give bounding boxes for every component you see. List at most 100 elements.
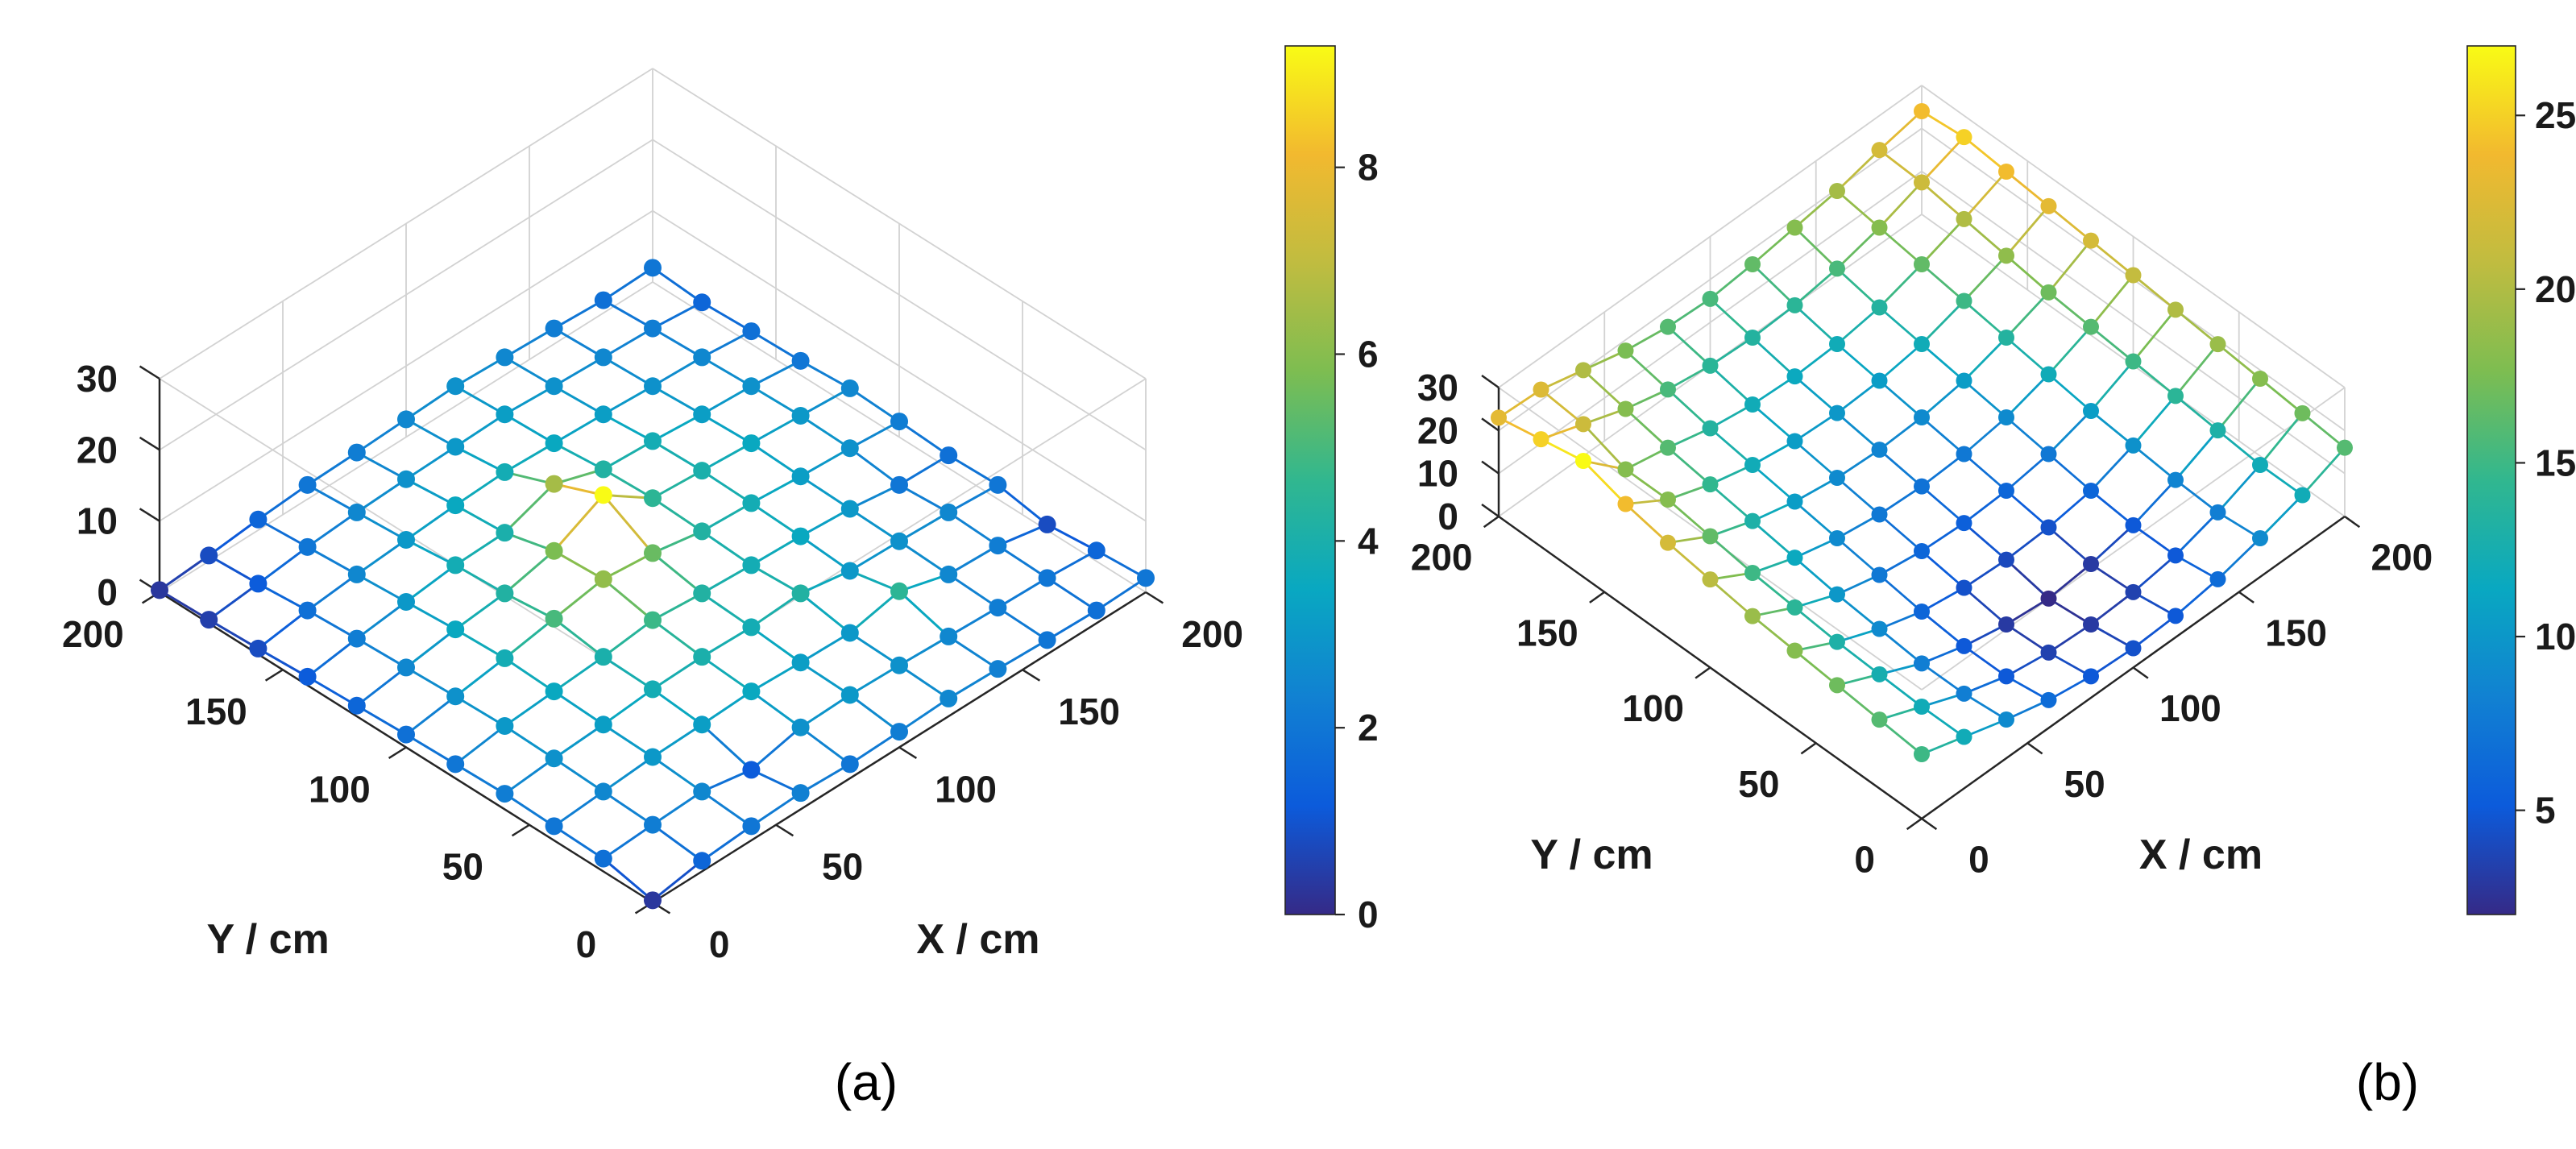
tick-label: 50 [1738, 763, 1779, 805]
data-point [2040, 446, 2057, 463]
mesh-edge [1540, 388, 1585, 425]
data-point [644, 748, 662, 766]
mesh-edge [1836, 226, 1881, 270]
mesh-edge [1920, 610, 1965, 648]
data-point [151, 581, 168, 599]
mesh-edge [454, 355, 506, 388]
mesh-edge [404, 563, 457, 604]
data-point [594, 648, 612, 666]
mesh-edge [1794, 375, 1839, 415]
mesh-edge [158, 588, 210, 621]
mesh-edge [848, 540, 901, 572]
data-point [890, 475, 908, 494]
mesh-edge [1709, 336, 1754, 367]
mesh-edge [1582, 368, 1627, 410]
mesh-edge [651, 301, 703, 330]
mesh-edge [1963, 380, 2008, 419]
data-point [989, 660, 1007, 678]
mesh-edge [651, 823, 703, 862]
mesh-edge [553, 550, 605, 581]
data-point [940, 565, 958, 583]
mesh-edge [454, 563, 506, 595]
axis-line [775, 823, 794, 837]
mesh-edge [898, 697, 950, 733]
colorbar: 5 10 15 20 25 [2466, 45, 2576, 915]
mesh-edge [2174, 578, 2219, 617]
mesh-edge [454, 504, 506, 534]
mesh-edge [947, 667, 999, 700]
mesh-edge [848, 694, 901, 733]
mesh-edge [602, 619, 654, 658]
mesh-edge [2005, 291, 2050, 339]
mesh-edge [2047, 597, 2093, 626]
mesh-edge [799, 475, 852, 510]
mesh-edge [1963, 645, 2008, 678]
data-point [1829, 677, 1845, 694]
mesh-edge [1709, 364, 1754, 406]
data-point [890, 582, 908, 600]
data-point [644, 815, 662, 834]
data-point [940, 446, 958, 465]
mesh-edge [651, 327, 703, 359]
mesh-edge [848, 730, 901, 765]
mesh-edge [1836, 537, 1881, 576]
data-point [446, 755, 465, 774]
mesh-edge [1836, 189, 1881, 229]
mesh-edge [256, 483, 309, 521]
mesh-edge [454, 471, 506, 507]
mesh-edge [1046, 523, 1098, 552]
data-point [1914, 478, 1930, 495]
data-point [840, 439, 859, 458]
data-point [594, 716, 612, 734]
data-point [1038, 515, 1056, 533]
mesh-edge [700, 625, 753, 658]
data-point [1786, 550, 1803, 566]
mesh-edge [1836, 593, 1881, 630]
mesh-edge [651, 756, 703, 793]
axis-line [1800, 742, 1817, 755]
mesh-edge [306, 675, 359, 707]
mesh-edge [355, 538, 408, 576]
mesh-edge [1666, 388, 1711, 429]
data-point [1956, 685, 1972, 702]
mesh-edge [602, 327, 654, 359]
data-point [2209, 422, 2226, 439]
data-point [693, 852, 711, 870]
mesh-edge [306, 637, 359, 678]
mesh-edge [2174, 308, 2219, 346]
mesh-edge [306, 483, 359, 514]
mesh-edge [1963, 453, 2008, 492]
tick-label: 0 [97, 571, 118, 613]
mesh-edge [602, 299, 654, 330]
mesh-edge [749, 661, 803, 693]
mesh-edge [1920, 218, 1965, 266]
data-point [1617, 400, 1634, 417]
mesh-edge [1920, 135, 1965, 184]
tick-label: 30 [77, 358, 118, 400]
mesh-edge [553, 442, 605, 471]
mesh-edge [1095, 549, 1147, 579]
data-point [446, 496, 465, 515]
colorbar-tick-label: 8 [1358, 147, 1379, 189]
data-point [1087, 601, 1105, 620]
mesh-edge [700, 723, 753, 771]
mesh-edge [503, 442, 556, 474]
mesh-edge [2132, 444, 2177, 482]
mesh-edge [848, 387, 901, 423]
data-point [1871, 299, 1888, 316]
data-point [644, 611, 662, 629]
mesh-edge [503, 757, 556, 795]
mesh-edge [749, 330, 803, 363]
data-point [1660, 439, 1676, 456]
mesh-edge [2047, 291, 2093, 329]
data-point [693, 348, 711, 367]
mesh-edge [1878, 263, 1923, 309]
colorbar-tick-label: 2 [1358, 707, 1379, 749]
data-point [1744, 565, 1761, 581]
mesh-edge [848, 570, 901, 593]
mesh-edge [2259, 494, 2304, 540]
data-point [742, 434, 761, 453]
data-point [594, 348, 612, 367]
mesh-edge [947, 635, 999, 670]
colorbar-gradient [2466, 45, 2516, 915]
